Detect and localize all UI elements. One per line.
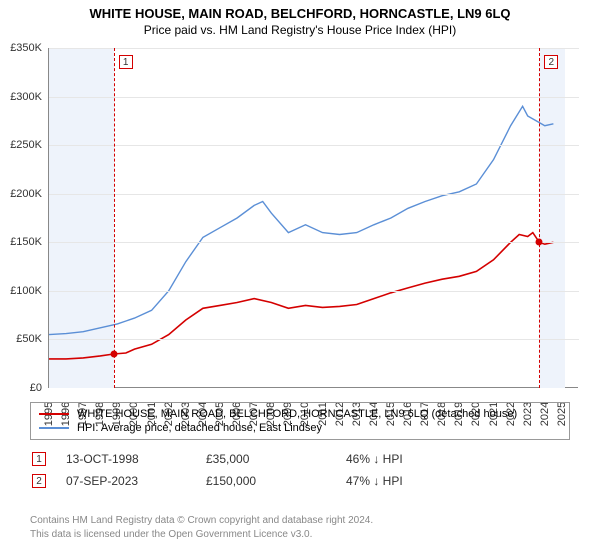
transactions-table: 1 13-OCT-1998 £35,000 46% ↓ HPI 2 07-SEP-2023… — [30, 448, 570, 492]
y-axis-label: £350K — [10, 42, 42, 54]
marker-box: 1 — [119, 55, 133, 69]
gridline-h — [49, 194, 579, 195]
transaction-marker-box: 2 — [32, 474, 46, 488]
legend-label-hpi: HPI: Average price, detached house, East… — [77, 422, 322, 434]
gridline-h — [49, 291, 579, 292]
transaction-marker-box: 1 — [32, 452, 46, 466]
y-axis-label: £300K — [10, 91, 42, 103]
transaction-date: 13-OCT-1998 — [66, 452, 196, 466]
transaction-row: 2 07-SEP-2023 £150,000 47% ↓ HPI — [30, 470, 570, 492]
footnote: Contains HM Land Registry data © Crown c… — [30, 514, 570, 541]
gridline-h — [49, 242, 579, 243]
transaction-row: 1 13-OCT-1998 £35,000 46% ↓ HPI — [30, 448, 570, 470]
gridline-h — [49, 97, 579, 98]
transaction-pct: 47% ↓ HPI — [346, 474, 476, 488]
chart-subtitle: Price paid vs. HM Land Registry's House … — [0, 21, 600, 37]
footnote-line1: Contains HM Land Registry data © Crown c… — [30, 515, 373, 526]
gridline-h — [49, 145, 579, 146]
y-axis-label: £200K — [10, 188, 42, 200]
marker-vline — [114, 48, 115, 388]
chart-title: WHITE HOUSE, MAIN ROAD, BELCHFORD, HORNC… — [0, 0, 600, 21]
transaction-price: £150,000 — [206, 474, 336, 488]
marker-dot — [536, 239, 543, 246]
marker-dot — [110, 351, 117, 358]
legend-item-hpi: HPI: Average price, detached house, East… — [39, 421, 561, 435]
legend-swatch-property — [39, 413, 69, 415]
legend-item-property: WHITE HOUSE, MAIN ROAD, BELCHFORD, HORNC… — [39, 407, 561, 421]
chart-plot-area: £0£50K£100K£150K£200K£250K£300K£350K1995… — [48, 48, 578, 388]
y-axis-label: £150K — [10, 236, 42, 248]
gridline-h — [49, 48, 579, 49]
footnote-line2: This data is licensed under the Open Gov… — [30, 529, 312, 540]
y-axis-label: £50K — [16, 333, 42, 345]
marker-box: 2 — [544, 55, 558, 69]
transaction-price: £35,000 — [206, 452, 336, 466]
y-axis-label: £250K — [10, 139, 42, 151]
y-axis-label: £100K — [10, 285, 42, 297]
gridline-h — [49, 339, 579, 340]
chart-legend: WHITE HOUSE, MAIN ROAD, BELCHFORD, HORNC… — [30, 402, 570, 440]
series-svg — [49, 48, 579, 388]
marker-vline — [539, 48, 540, 388]
transaction-pct: 46% ↓ HPI — [346, 452, 476, 466]
transaction-date: 07-SEP-2023 — [66, 474, 196, 488]
y-axis-label: £0 — [30, 382, 42, 394]
legend-label-property: WHITE HOUSE, MAIN ROAD, BELCHFORD, HORNC… — [77, 408, 517, 420]
series-hpi — [49, 106, 553, 334]
legend-swatch-hpi — [39, 427, 69, 429]
